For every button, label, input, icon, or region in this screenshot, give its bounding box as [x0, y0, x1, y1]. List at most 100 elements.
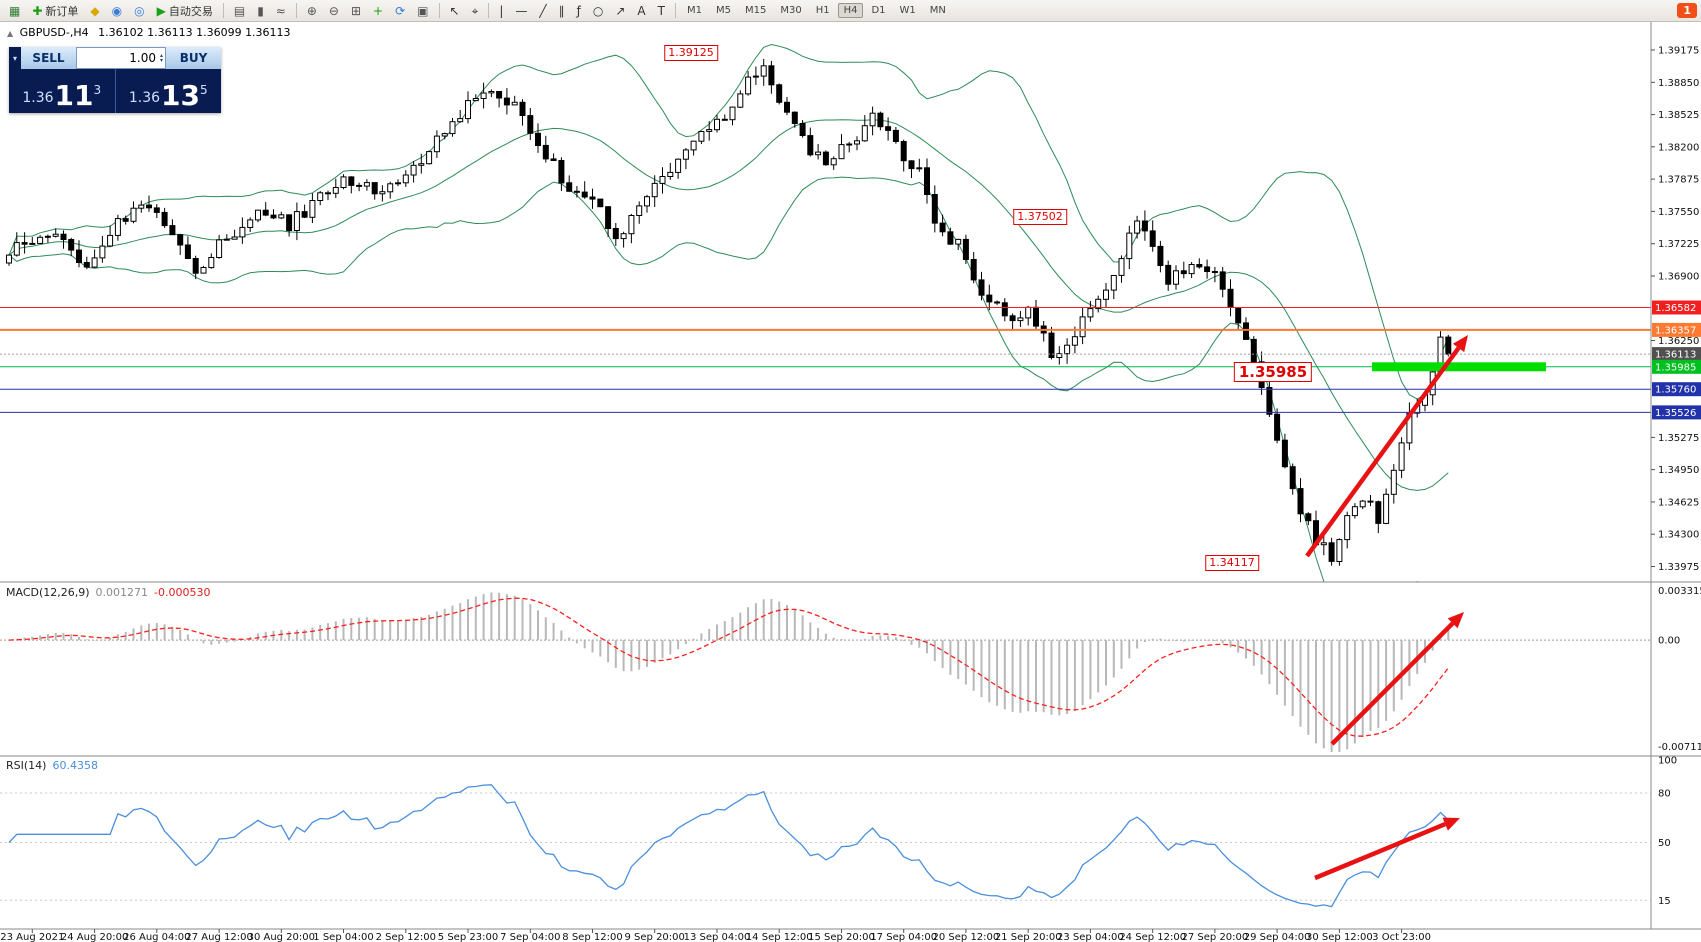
timeframe-d1[interactable]: D1 [865, 3, 891, 18]
chart-ohlc-values: 1.36102 1.36113 1.36099 1.36113 [98, 26, 291, 39]
toolbar-separator [438, 3, 440, 18]
buy-price[interactable]: 1.36 13 5 [128, 79, 208, 112]
svg-text:1.38850: 1.38850 [1658, 78, 1699, 89]
svg-text:1.36357: 1.36357 [1655, 325, 1696, 336]
window-count-badge[interactable]: 1 [1677, 3, 1697, 18]
buy-button[interactable]: BUY [166, 47, 221, 69]
horizontal-line-button[interactable]: — [510, 3, 532, 19]
svg-text:20 Sep 12:00: 20 Sep 12:00 [933, 932, 1000, 942]
community-button[interactable]: ◉ [107, 3, 127, 19]
svg-text:9 Sep 20:00: 9 Sep 20:00 [625, 932, 685, 942]
toolbar: ▦ ✚ 新订单 ◆ ◉ ◎ ▶ 自动交易 ▤ ▮ ≈ ⊕ ⊖ ⊞ + ⟳ ▣ ↖ ⌖ | — ╱ ∥ ƒ ○ ↗ A T M1 M5 M15… [0, 0, 1701, 22]
line-chart-type-button[interactable]: ≈ [271, 3, 291, 19]
indicators-button[interactable]: + [368, 3, 388, 19]
tile-windows-button[interactable]: ⊞ [346, 3, 366, 19]
arrows-tool-button[interactable]: ↗ [610, 3, 630, 19]
cursor-button[interactable]: ↖ [445, 3, 465, 19]
svg-text:27 Aug 12:00: 27 Aug 12:00 [185, 932, 252, 942]
svg-text:1.33975: 1.33975 [1658, 562, 1699, 573]
tile-windows-icon: ⊞ [350, 3, 362, 18]
sell-price[interactable]: 1.36 11 3 [22, 79, 102, 112]
timeframe-m30-label: M30 [780, 5, 802, 16]
svg-text:27 Sep 20:00: 27 Sep 20:00 [1182, 932, 1249, 942]
toolbar-separator [674, 3, 676, 18]
svg-text:1.36900: 1.36900 [1658, 272, 1699, 283]
timeframe-h4[interactable]: H4 [837, 3, 864, 18]
timeframe-m5[interactable]: M5 [710, 3, 737, 18]
svg-text:1.36250: 1.36250 [1658, 336, 1699, 347]
svg-text:17 Sep 04:00: 17 Sep 04:00 [870, 932, 937, 942]
svg-text:23 Aug 2021: 23 Aug 2021 [0, 932, 64, 942]
shapes-icon: ○ [592, 3, 604, 18]
svg-text:3 Oct 23:00: 3 Oct 23:00 [1372, 932, 1431, 942]
timeframe-h4-label: H4 [843, 5, 858, 16]
svg-text:2 Sep 12:00: 2 Sep 12:00 [376, 932, 436, 942]
label-tool-button[interactable]: T [653, 3, 670, 19]
new-order-button[interactable]: ✚ 新订单 [27, 1, 83, 21]
bar-chart-type-icon: ▤ [233, 3, 246, 18]
svg-text:1.35275: 1.35275 [1658, 433, 1699, 444]
timeframe-w1[interactable]: W1 [894, 3, 922, 18]
timeframe-h1[interactable]: H1 [810, 3, 836, 18]
volume-stepper[interactable]: ▴ ▾ [159, 52, 163, 64]
svg-text:5 Sep 23:00: 5 Sep 23:00 [438, 932, 498, 942]
indicators-icon: + [373, 3, 384, 18]
text-tool-button[interactable]: A [632, 3, 650, 19]
zoom-out-icon: ⊖ [328, 3, 339, 18]
chart-symbol-header: ▲ GBPUSD-,H4 1.36102 1.36113 1.36099 1.3… [7, 26, 291, 39]
bar-chart-type-button[interactable]: ▤ [229, 3, 250, 19]
svg-text:30 Sep 12:00: 30 Sep 12:00 [1306, 932, 1373, 942]
svg-text:1.39175: 1.39175 [1658, 46, 1699, 57]
vertical-line-button[interactable]: | [494, 3, 508, 19]
svg-text:0.003315: 0.003315 [1658, 586, 1701, 597]
svg-text:-0.007112: -0.007112 [1658, 742, 1701, 753]
sell-button[interactable]: SELL [21, 47, 76, 69]
svg-text:1.36113: 1.36113 [1655, 350, 1696, 361]
svg-text:24 Sep 12:00: 24 Sep 12:00 [1119, 932, 1186, 942]
refresh-button[interactable]: ⟳ [390, 3, 410, 19]
svg-text:1.36582: 1.36582 [1655, 303, 1696, 314]
timeframe-d1-label: D1 [871, 5, 886, 16]
svg-text:1.37550: 1.37550 [1658, 207, 1699, 218]
metaeditor-button[interactable]: ◆ [85, 3, 104, 19]
price-divider [114, 69, 116, 113]
symbol-triangle-icon: ▲ [7, 29, 14, 38]
svg-text:1.38525: 1.38525 [1658, 110, 1699, 121]
snapshot-icon: ▣ [417, 3, 429, 18]
vertical-line-icon: | [499, 3, 504, 18]
horizontal-line-icon: — [515, 3, 528, 18]
timeframe-m15[interactable]: M15 [739, 3, 772, 18]
trendline-button[interactable]: ╱ [534, 3, 551, 19]
shapes-button[interactable]: ○ [588, 3, 608, 19]
svg-text:80: 80 [1658, 789, 1671, 800]
macd-label: MACD(12,26,9) 0.001271 -0.000530 [6, 586, 211, 599]
zoom-in-button[interactable]: ⊕ [302, 3, 322, 19]
fibonacci-button[interactable]: ƒ [572, 3, 586, 19]
fibonacci-icon: ƒ [576, 3, 581, 18]
zoom-out-button[interactable]: ⊖ [324, 3, 344, 19]
cursor-icon: ↖ [449, 3, 460, 18]
svg-text:8 Sep 12:00: 8 Sep 12:00 [562, 932, 622, 942]
toolbar-separator [295, 3, 297, 18]
candlestick-type-icon: ▮ [257, 3, 264, 18]
new-chart-button[interactable]: ▦ [4, 3, 25, 19]
timeframe-m30[interactable]: M30 [774, 3, 807, 18]
crosshair-button[interactable]: ⌖ [467, 3, 484, 19]
svg-text:1.34300: 1.34300 [1658, 530, 1699, 541]
timeframe-w1-label: W1 [899, 5, 916, 16]
auto-trading-button[interactable]: ▶ 自动交易 [152, 1, 218, 21]
channel-button[interactable]: ∥ [554, 3, 570, 19]
svg-text:1.34950: 1.34950 [1658, 465, 1699, 476]
svg-text:1 Sep 04:00: 1 Sep 04:00 [313, 932, 373, 942]
timeframe-mn[interactable]: MN [924, 3, 952, 18]
svg-text:15 Sep 20:00: 15 Sep 20:00 [808, 932, 875, 942]
volume-input[interactable] [77, 50, 158, 66]
market-button[interactable]: ◎ [129, 3, 149, 19]
chart-symbol: GBPUSD-,H4 [19, 26, 89, 39]
collapse-quote-panel-icon[interactable]: ▾ [9, 47, 21, 69]
snapshot-button[interactable]: ▣ [412, 3, 433, 19]
timeframe-m1[interactable]: M1 [681, 3, 708, 18]
candlestick-type-button[interactable]: ▮ [252, 3, 269, 19]
